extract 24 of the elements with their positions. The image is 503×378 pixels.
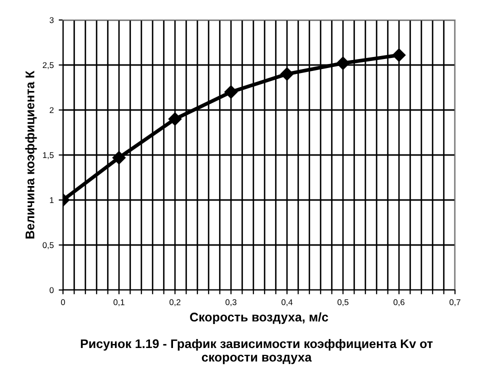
y-tick-label: 3: [50, 17, 54, 24]
point: [336, 56, 350, 70]
x-tick-label: 0,1: [114, 299, 124, 306]
x-tick-label: 0,4: [282, 299, 293, 306]
x-tick-label: 0,7: [450, 299, 460, 306]
y-tick-label: 2,5: [42, 62, 54, 70]
point: [224, 85, 238, 99]
point: [392, 48, 406, 62]
x-tick-label: 0: [61, 299, 65, 306]
text: Рисунок 1.19 - График зависимости коэффициента Kv от скорости воздуха: [80, 338, 433, 364]
y-tick-label: 0,5: [42, 242, 54, 250]
x-tick-label: 0,5: [338, 299, 348, 306]
x-axis-title: Скорость воздуха, м/с: [190, 312, 328, 324]
y-tick-label: 1,5: [43, 152, 54, 160]
y-tick-label: 1: [50, 197, 54, 204]
y-tick-label: 2: [50, 107, 54, 114]
point: [112, 151, 126, 164]
x-tick-label: 0,2: [170, 299, 180, 306]
x-tick-label: 0,6: [394, 299, 404, 306]
point: [280, 67, 294, 81]
y-axis-title: Величина коэффициента К: [25, 70, 37, 238]
y-tick-label: 0: [50, 287, 54, 294]
x-tick-label: 0,3: [226, 299, 236, 306]
point: [168, 112, 182, 126]
